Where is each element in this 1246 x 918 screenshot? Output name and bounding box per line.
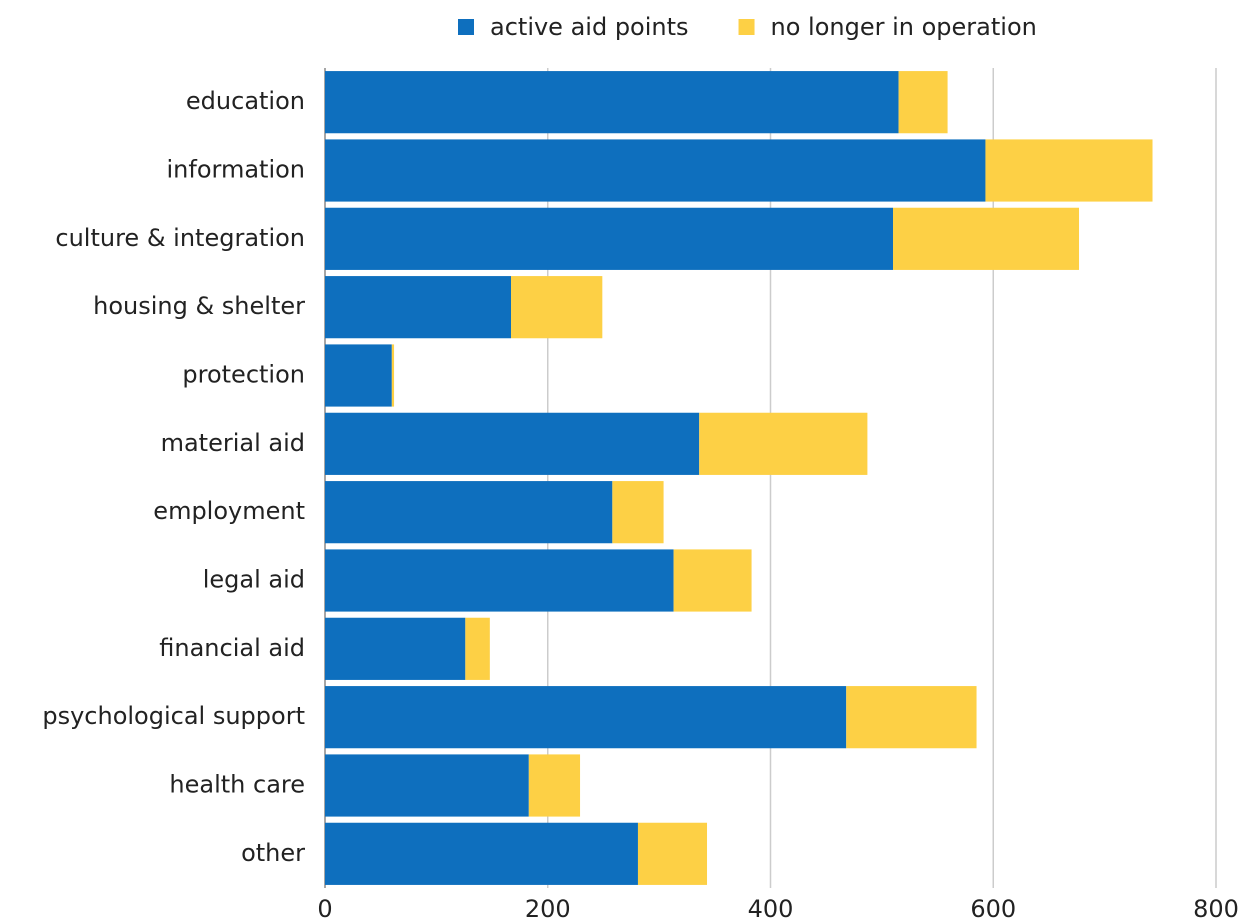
x-tick-label: 600 <box>970 895 1016 918</box>
bar <box>325 344 392 407</box>
bar <box>893 207 1080 270</box>
bar <box>699 412 868 475</box>
y-tick-label: financial aid <box>159 634 305 662</box>
bar <box>325 412 700 475</box>
x-tick-label: 800 <box>1193 895 1239 918</box>
bar <box>325 481 613 544</box>
bar <box>325 207 894 270</box>
y-tick-label: legal aid <box>203 566 305 594</box>
bar <box>985 139 1153 202</box>
x-tick-label: 0 <box>317 895 332 918</box>
legend-label: no longer in operation <box>771 13 1037 41</box>
bar <box>325 276 511 339</box>
bar <box>325 139 986 202</box>
x-tick-label: 400 <box>748 895 794 918</box>
x-tick-label: 200 <box>525 895 571 918</box>
y-tick-label: psychological support <box>42 702 305 730</box>
bar <box>510 276 603 339</box>
bar <box>325 822 638 885</box>
bar <box>612 481 664 544</box>
bar <box>465 617 490 680</box>
bar <box>325 71 899 134</box>
y-tick-label: other <box>241 839 305 867</box>
y-tick-label: employment <box>153 497 305 525</box>
bar <box>325 617 466 680</box>
bar <box>325 754 529 817</box>
bar <box>846 686 977 749</box>
y-tick-label: health care <box>169 771 305 799</box>
bar <box>673 549 752 612</box>
y-tick-label: material aid <box>161 429 305 457</box>
bar <box>898 71 948 134</box>
legend-swatch <box>458 19 474 35</box>
y-tick-label: education <box>186 87 305 115</box>
legend-label: active aid points <box>490 13 689 41</box>
y-tick-label: information <box>166 156 305 184</box>
bar <box>528 754 581 817</box>
y-tick-label: housing & shelter <box>93 292 305 320</box>
y-tick-label: protection <box>182 361 305 389</box>
bar <box>325 549 674 612</box>
bar <box>637 822 708 885</box>
y-tick-label: culture & integration <box>55 224 305 252</box>
legend-swatch <box>738 19 755 35</box>
bar <box>391 344 395 407</box>
bar <box>325 686 847 749</box>
